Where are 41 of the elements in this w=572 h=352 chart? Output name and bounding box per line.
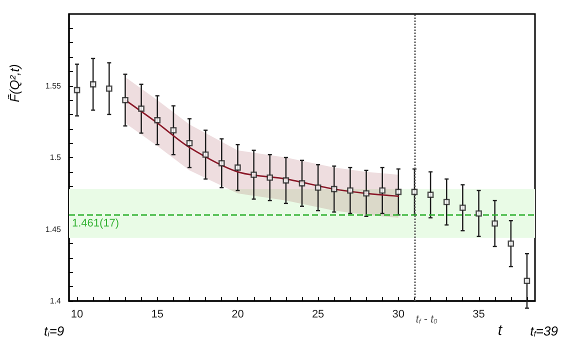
x-tick-label: 20 <box>232 308 244 320</box>
point <box>234 164 241 171</box>
y-tick-label: 1.4 <box>50 296 62 306</box>
point <box>314 184 322 191</box>
point <box>395 188 402 196</box>
point <box>74 86 80 94</box>
y-tick-label: 1.45 <box>45 224 62 234</box>
x-tick-label: 25 <box>312 308 324 320</box>
point <box>347 187 354 194</box>
point <box>186 140 193 146</box>
point <box>218 160 225 166</box>
ref-line-label: 1.461(17) <box>72 217 120 230</box>
point <box>266 174 274 181</box>
point <box>282 177 290 184</box>
y-tick-label: 1.5 <box>50 153 62 162</box>
point <box>492 220 498 227</box>
point <box>460 204 466 211</box>
x-tick-label: 35 <box>472 308 485 320</box>
point <box>443 198 450 206</box>
point <box>202 151 209 158</box>
point <box>90 81 96 88</box>
point <box>106 85 112 92</box>
point <box>154 117 161 124</box>
point <box>122 96 128 104</box>
y-tick-label: 1.55 <box>45 81 62 90</box>
point <box>524 278 530 284</box>
x-tick-label: 15 <box>151 308 164 320</box>
point <box>427 192 434 198</box>
point <box>170 127 177 134</box>
x-axis-title: t <box>498 322 503 339</box>
point <box>250 172 257 178</box>
point <box>138 106 144 112</box>
point <box>411 188 418 196</box>
point <box>363 190 370 197</box>
point <box>379 187 386 194</box>
point <box>508 240 514 247</box>
point <box>476 210 482 217</box>
point <box>330 186 338 192</box>
point <box>298 180 306 186</box>
x-tick-label: 10 <box>70 308 84 320</box>
x-tick-label: 30 <box>392 308 405 320</box>
